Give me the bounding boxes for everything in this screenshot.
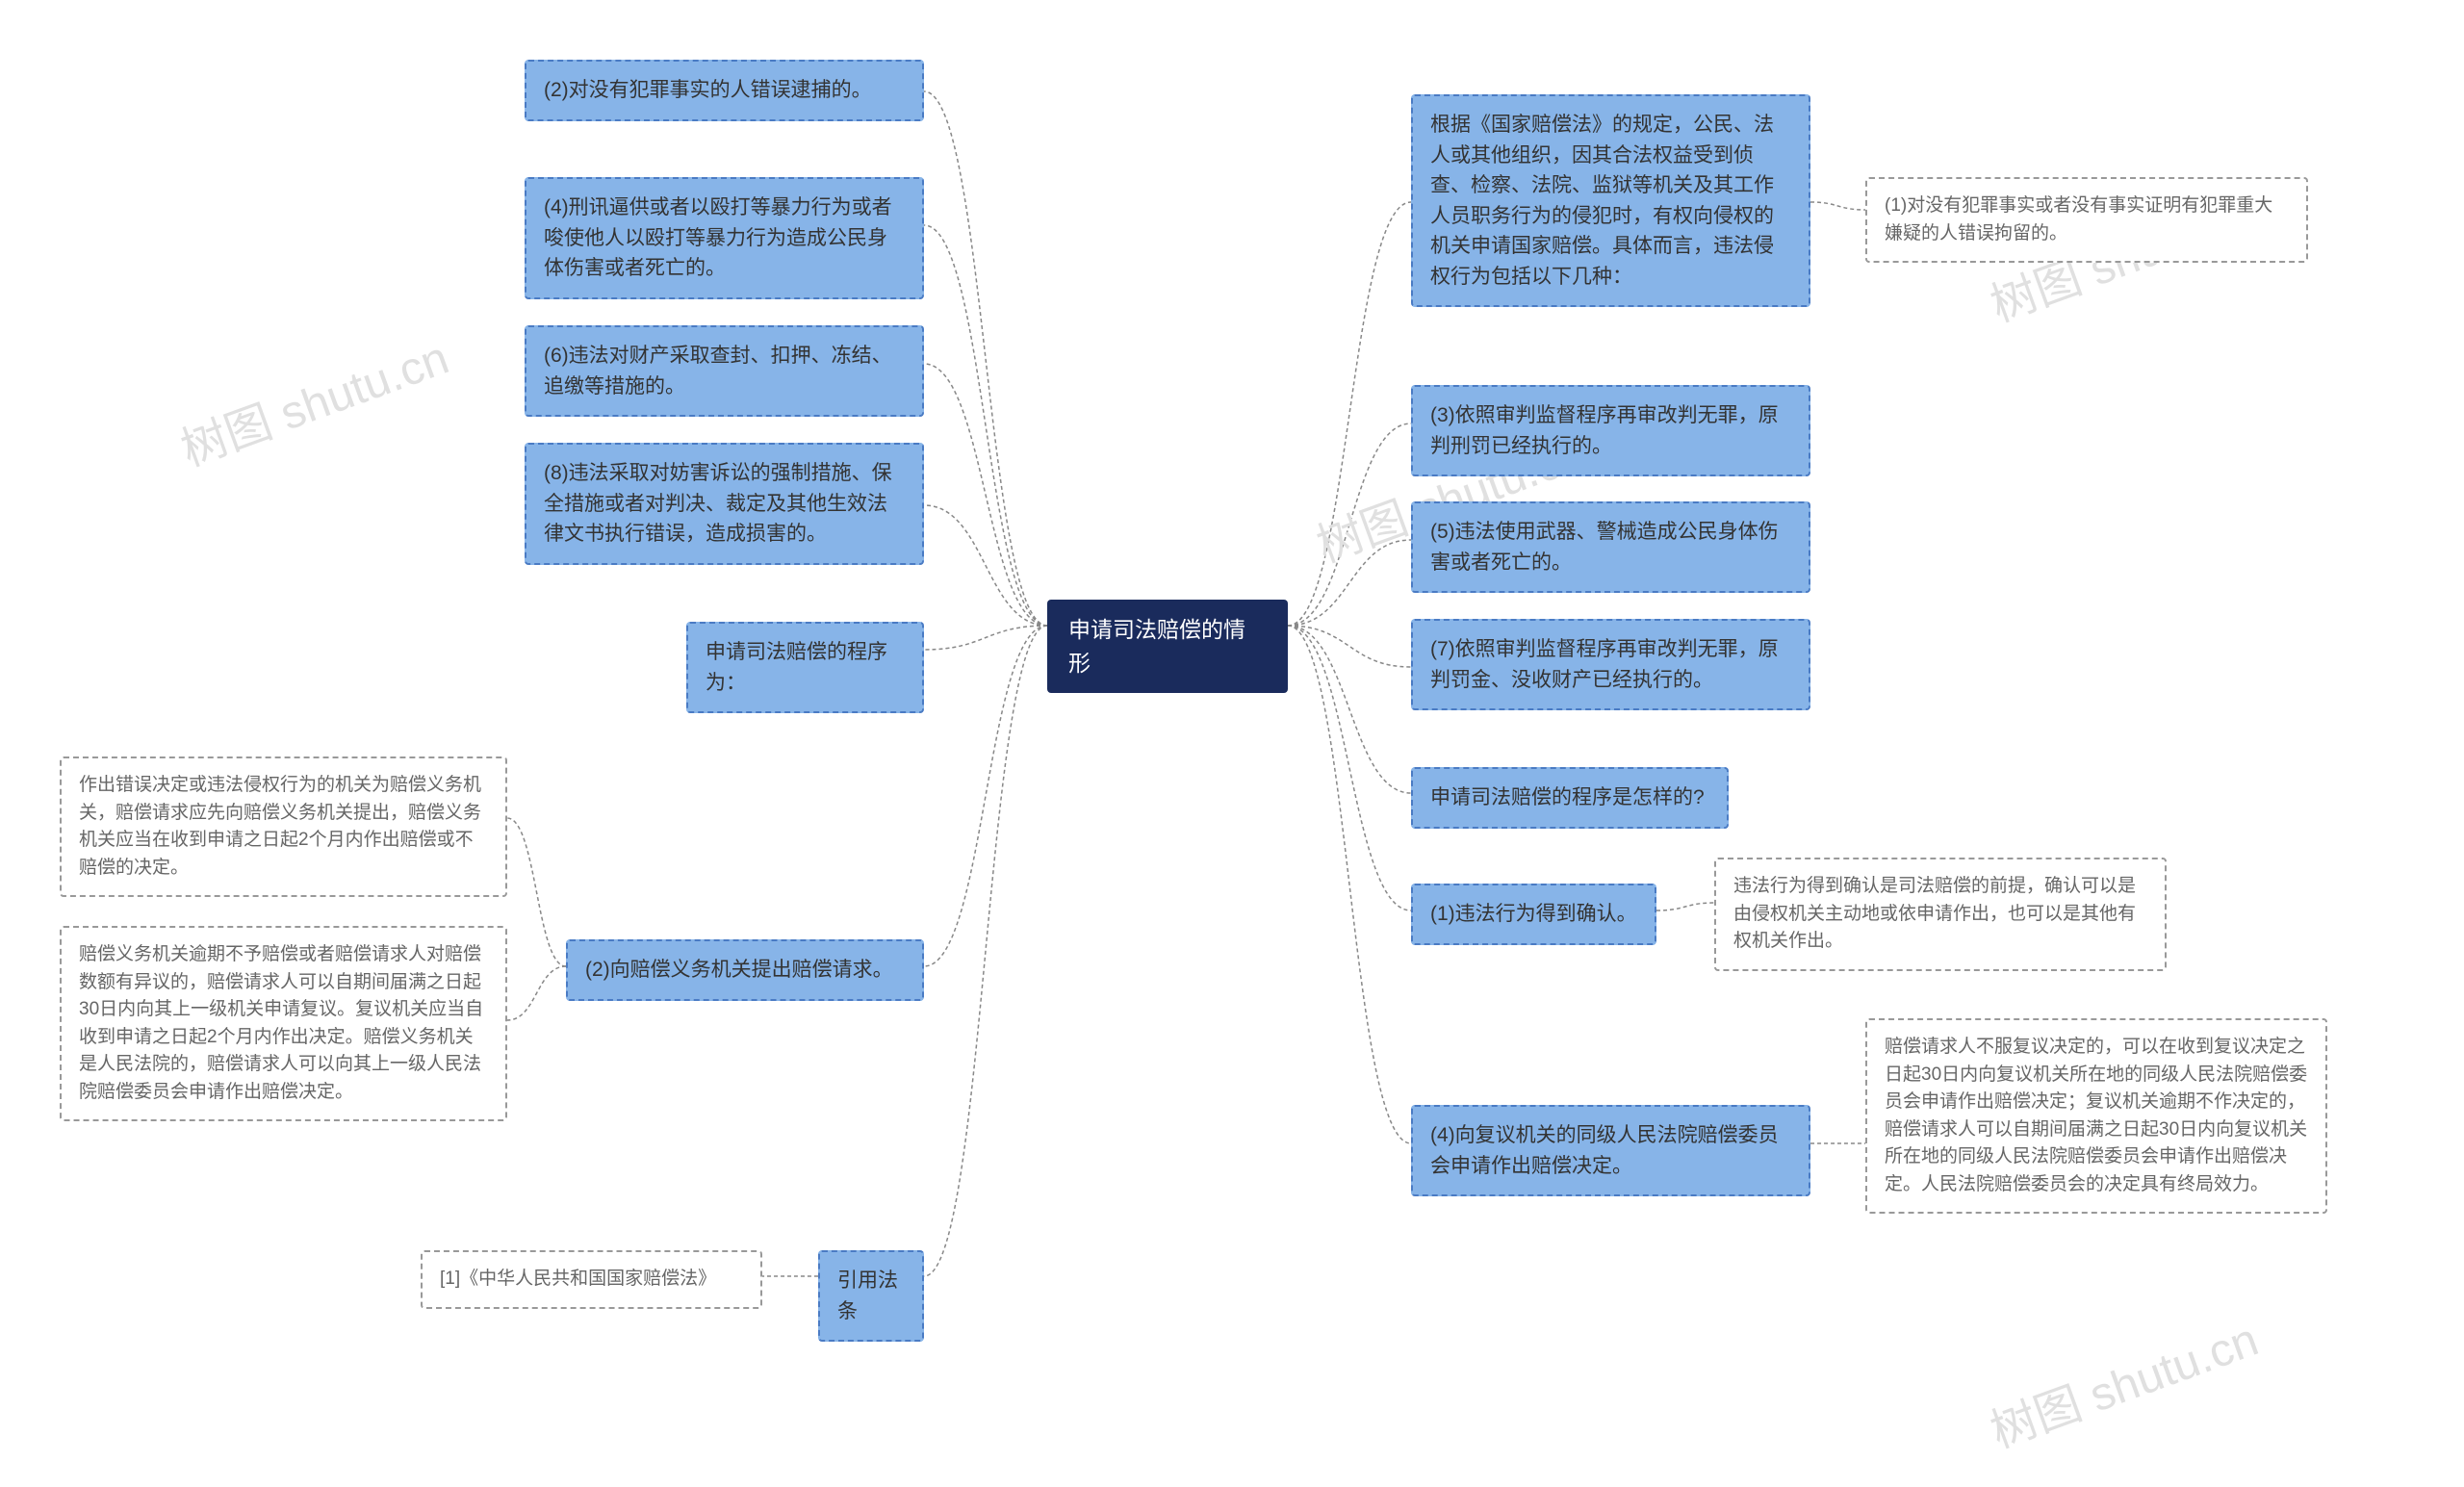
left-node-l7: 引用法条 [818,1250,924,1342]
center-node: 申请司法赔偿的情形 [1047,600,1288,693]
right-node-r6: (1)违法行为得到确认。 [1411,884,1656,945]
left-node-l1: (2)对没有犯罪事实的人错误逮捕的。 [525,60,924,121]
connector-path [1288,626,1411,910]
connector-path [1656,903,1714,910]
connector-path [924,505,1047,626]
right-node-r2: (3)依照审判监督程序再审改判无罪，原判刑罚已经执行的。 [1411,385,1810,476]
right-detail-rd1: (1)对没有犯罪事实或者没有事实证明有犯罪重大嫌疑的人错误拘留的。 [1865,177,2308,263]
right-node-r3: (5)违法使用武器、警械造成公民身体伤害或者死亡的。 [1411,501,1810,593]
connector-path [924,626,1047,650]
right-detail-rd3: 赔偿请求人不服复议决定的，可以在收到复议决定之日起30日内向复议机关所在地的同级… [1865,1018,2327,1214]
right-detail-rd2: 违法行为得到确认是司法赔偿的前提，确认可以是由侵权机关主动地或依申请作出，也可以… [1714,858,2167,971]
left-node-l4: (8)违法采取对妨害诉讼的强制措施、保全措施或者对判决、裁定及其他生效法律文书执… [525,443,924,565]
connector-path [1288,626,1411,793]
connector-path [1288,626,1411,1143]
connector-path [507,818,566,966]
connector-path [924,626,1047,966]
left-node-l6: (2)向赔偿义务机关提出赔偿请求。 [566,939,924,1001]
right-node-r5: 申请司法赔偿的程序是怎样的? [1411,767,1729,829]
left-node-l3: (6)违法对财产采取查封、扣押、冻结、追缴等措施的。 [525,325,924,417]
connector-path [1288,202,1411,626]
right-node-r4: (7)依照审判监督程序再审改判无罪，原判罚金、没收财产已经执行的。 [1411,619,1810,710]
connector-path [1288,423,1411,626]
right-node-r1: 根据《国家赔偿法》的规定，公民、法人或其他组织，因其合法权益受到侦查、检察、法院… [1411,94,1810,307]
connector-path [1288,626,1411,667]
connector-path [1288,540,1411,626]
watermark: 树图 shutu.cn [1980,1301,2266,1460]
connector-path [924,364,1047,626]
connector-path [924,626,1047,1276]
left-detail-ld2: 赔偿义务机关逾期不予赔偿或者赔偿请求人对赔偿数额有异议的，赔偿请求人可以自期间届… [60,926,507,1121]
left-node-l2: (4)刑讯逼供或者以殴打等暴力行为或者唆使他人以殴打等暴力行为造成公民身体伤害或… [525,177,924,299]
connector-path [507,966,566,1020]
left-detail-ld1: 作出错误决定或违法侵权行为的机关为赔偿义务机关，赔偿请求应先向赔偿义务机关提出，… [60,756,507,897]
right-node-r7: (4)向复议机关的同级人民法院赔偿委员会申请作出赔偿决定。 [1411,1105,1810,1196]
left-detail-ld3: [1]《中华人民共和国国家赔偿法》 [421,1250,762,1309]
watermark: 树图 shutu.cn [170,320,456,478]
connector-path [924,225,1047,626]
connector-path [924,91,1047,626]
left-node-l5: 申请司法赔偿的程序为： [686,622,924,713]
connector-path [1810,202,1865,210]
